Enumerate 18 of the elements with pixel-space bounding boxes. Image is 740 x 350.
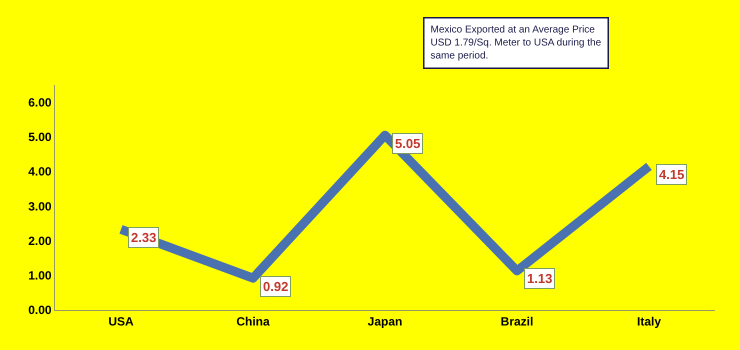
data-label: 2.33 — [131, 230, 156, 245]
y-tick-label: 5.00 — [28, 130, 52, 144]
x-tick-label: Italy — [636, 314, 662, 328]
y-tick-label: 4.00 — [28, 164, 52, 179]
y-tick-label: 1.00 — [28, 268, 52, 283]
y-tick-label: 6.00 — [28, 96, 52, 110]
text: Mexico Exported at an Average Price USD 1.79/Sq. Meter to USA during the same period. — [430, 24, 602, 62]
data-label: 4.15 — [659, 167, 684, 182]
y-tick-label: 2.00 — [28, 234, 52, 248]
x-tick-label: USA — [108, 314, 134, 328]
data-label: 1.13 — [527, 271, 552, 286]
x-tick-label: Brazil — [500, 314, 534, 328]
data-label: 5.05 — [395, 136, 420, 151]
data-label: 0.92 — [263, 279, 288, 294]
x-tick-label: Japan — [368, 314, 402, 328]
y-tick-label: 3.00 — [28, 199, 52, 214]
x-tick-label: China — [236, 314, 270, 328]
y-tick-label: 0.00 — [28, 303, 52, 318]
